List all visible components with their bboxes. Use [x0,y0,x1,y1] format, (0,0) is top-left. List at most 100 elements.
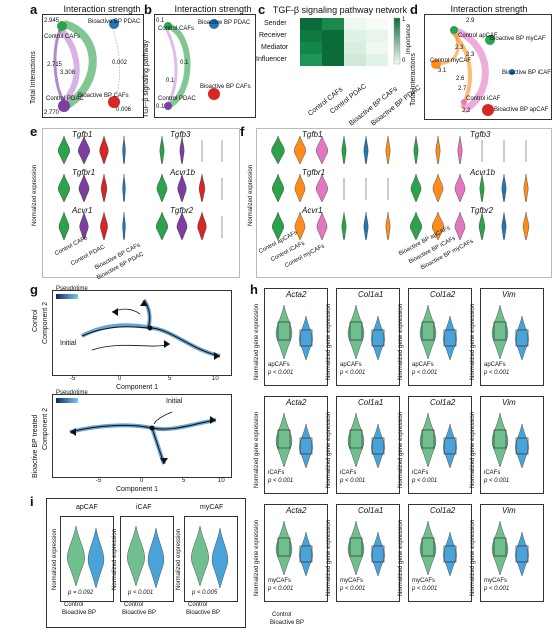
panel-a-edge-label-5: 2.770 [44,110,60,116]
panel-e-gene-r2: Acvr1b [170,168,195,177]
panel-e-violin-left-0-0 [58,135,70,165]
panel-f-violin-left-0-0 [271,135,285,165]
panel-h-violin-pair [275,304,313,361]
panel-h-cell [480,288,544,386]
panel-g-bottom-ylabel: Component 2 [42,407,49,450]
panel-h-ylabel: Normalized gene expression [326,303,332,380]
panel-c-legend-label: Importance [406,23,412,54]
panel-g-letter: g [30,282,38,297]
panel-h-box-bp [443,545,457,563]
panel-h-box-bp [443,437,457,455]
panel-h-ylabel: Normalized gene expression [398,303,404,380]
panel-i-violin-bp [211,527,229,589]
panel-h-pvalue: p < 0.001 [340,370,366,376]
panel-h-violin-pair [491,412,529,469]
panel-c-legend-bar [393,17,401,65]
panel-i-violin-pair [67,525,105,589]
panel-i-pvalue: p = 0.092 [68,590,94,596]
panel-i-letter: i [30,494,34,509]
panel-f-violin-right-2-3 [478,211,486,241]
panel-b-node-control-pdac: Control PDAC [158,96,196,102]
panel-c-legend-max: 1 [402,17,406,23]
panel-b-frame [154,14,256,118]
panel-h-box-control [349,321,363,341]
panel-f-violin-right-2-2 [454,211,466,241]
panel-e-letter: e [30,124,38,139]
panel-h-group-label: myCAFs [412,578,435,584]
panel-h-ylabel: Normalized gene expression [398,519,404,596]
panel-g-bottom-xtick-1: -5 [96,478,102,484]
panel-h-violin-control [491,412,509,468]
panel-h-pvalue: p < 0.001 [268,586,294,592]
panel-f-violin-left-2-0 [272,211,284,241]
panel-d-edge-label-5: 2.6 [456,76,465,82]
panel-f-violin-right-2-1 [432,211,444,241]
panel-a-edge-label-1: 2.945 [44,18,60,24]
panel-h-pvalue: p < 0.001 [484,586,510,592]
panel-f-violin-right-1-4 [501,173,507,203]
panel-i-title: iCAF [136,504,152,511]
panel-b-node-control-cafs: Control CAFs [158,26,195,32]
panel-h-pvalue: p < 0.001 [412,586,438,592]
panel-h-violin-bp [371,423,385,469]
panel-g-top-xtick-1: -5 [70,376,76,382]
panel-h-violin-control [347,412,365,468]
panel-b-edge-label-3: 0.1 [156,104,165,110]
panel-i-title: myCAF [200,504,224,511]
panel-e-violin-left-1-3 [122,173,126,203]
panel-f-violin-left-2-3 [341,211,347,241]
panel-i-violin-bp [147,527,165,589]
panel-h-box-bp [515,437,529,455]
panel-h-box-control [421,537,435,557]
panel-a-node-control-cafs: Control CAFs [44,34,81,40]
panel-b-edge-label-2: 0.1 [180,60,189,66]
panel-i-xtick-control: Control [188,602,208,608]
panel-i-ylabel: Normalized expression [52,528,58,590]
panel-e-violin-left-2-2 [100,211,108,241]
panel-e-gene-r3: Tgfbr2 [170,206,194,215]
panel-h-violin-pair [347,412,385,469]
panel-c-row-receiver: Receiver [259,32,287,39]
panel-h-box-bp [299,329,313,347]
panel-e-violin-left-0-2 [99,135,109,165]
panel-h-violin-control [419,412,437,468]
panel-f-gene-r1: Tgfb3 [470,130,491,139]
panel-e-violin-left-0-3 [122,135,126,165]
panel-i-violin-control [67,525,85,587]
panel-h-box-bp [443,329,457,347]
panel-h-violin-bp [443,315,457,361]
panel-h-ylabel: Normalized gene expression [254,411,260,488]
panel-d-node-3: Control myCAF [430,58,472,64]
panel-d-edge-label-2: 2.3 [455,45,464,51]
panel-h-violin-control [347,304,365,360]
panel-h-gene-label: Vim [502,506,516,515]
panel-c-heatmap [300,18,388,66]
panel-h-violin-bp [371,315,385,361]
panel-h-gene-label: Col1a1 [358,290,384,299]
panel-g-bottom-legend: Pseudotime [56,390,88,396]
panel-f-violin-right-1-3 [479,173,485,203]
panel-f-violin-right-0-0 [413,135,419,165]
panel-f-violin-left-0-4 [363,135,369,165]
panel-d-title: Interaction strength [450,4,528,14]
panel-b-node-bp-pdac: Bioactive BP PDAC [198,20,251,26]
panel-h-violin-pair [419,304,457,361]
panel-h-ylabel: Normalized gene expression [254,303,260,380]
panel-g-top-frame [52,290,232,376]
panel-i-frame [60,516,114,602]
panel-h-violin-control [491,304,509,360]
panel-e-gene-l3: Acvr1 [72,206,93,215]
panel-f-violin-left-2-1 [294,211,306,241]
panel-h-box-control [277,321,291,341]
panel-i-violin-control [191,525,209,587]
panel-e-violin-right-2-0 [156,211,168,241]
panel-h-violin-control [275,304,293,360]
panel-i-xtick-control: Control [64,602,84,608]
panel-a-edge-label-3: 3.308 [60,70,76,76]
panel-f-violin-left-2-5 [385,211,391,241]
panel-b-title: Interaction strength [174,4,252,14]
panel-a-node-control-pdac: Control PDAC [46,96,84,102]
panel-g-bottom-trajectory [56,398,217,465]
panel-h-pvalue: p < 0.001 [412,370,438,376]
panel-f-violin-left-1-2 [316,173,328,203]
